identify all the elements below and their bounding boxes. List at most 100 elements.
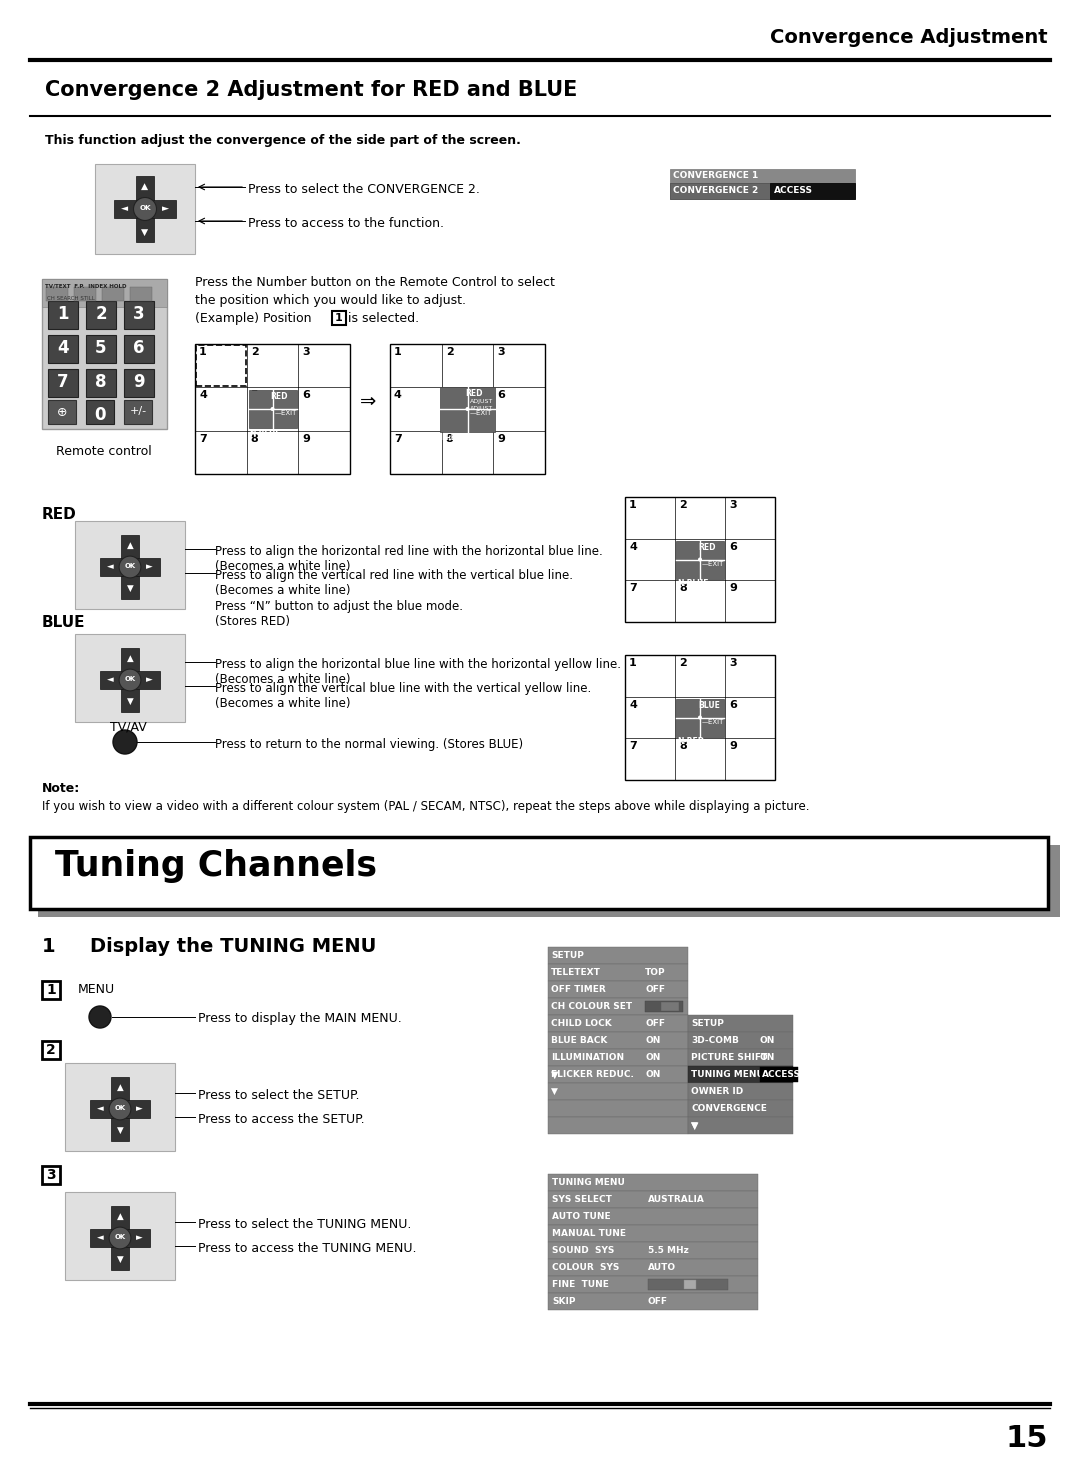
Text: 7: 7 bbox=[199, 434, 206, 444]
Text: —EXIT: —EXIT bbox=[702, 560, 725, 566]
Text: RED: RED bbox=[270, 391, 288, 402]
Text: N-BLUE: N-BLUE bbox=[677, 579, 708, 588]
Bar bbox=[42, 279, 167, 430]
Circle shape bbox=[109, 1227, 131, 1249]
Text: 4: 4 bbox=[629, 699, 637, 710]
Text: ⊕: ⊕ bbox=[57, 406, 67, 419]
Text: ON: ON bbox=[760, 1036, 775, 1045]
Bar bbox=[548, 1293, 758, 1311]
Text: OK: OK bbox=[124, 563, 136, 569]
Text: 5: 5 bbox=[95, 339, 107, 358]
Text: ►: ► bbox=[136, 1233, 144, 1243]
Bar bbox=[124, 301, 154, 328]
Text: Press to access the TUNING MENU.: Press to access the TUNING MENU. bbox=[198, 1242, 417, 1255]
Bar bbox=[688, 1050, 793, 1066]
Text: 1: 1 bbox=[42, 937, 56, 956]
Text: (Stores RED): (Stores RED) bbox=[215, 616, 291, 627]
Bar bbox=[548, 1117, 688, 1135]
Text: Press to align the horizontal blue line with the horizontal yellow line.: Press to align the horizontal blue line … bbox=[215, 658, 621, 671]
Text: If you wish to view a video with a different colour system (PAL / SECAM, NTSC), : If you wish to view a video with a diffe… bbox=[42, 800, 810, 814]
Bar bbox=[48, 369, 78, 397]
Text: 2: 2 bbox=[46, 1042, 56, 1057]
Bar bbox=[75, 287, 96, 301]
Text: 9: 9 bbox=[729, 742, 737, 752]
Text: CONVERGENCE 2: CONVERGENCE 2 bbox=[673, 186, 758, 195]
Bar bbox=[676, 541, 724, 579]
Text: Press to align the vertical red line with the vertical blue line.: Press to align the vertical red line wit… bbox=[215, 569, 573, 582]
Text: —EXIT: —EXIT bbox=[470, 410, 491, 416]
Text: 15: 15 bbox=[1005, 1423, 1048, 1453]
Text: (Becomes a white line): (Becomes a white line) bbox=[215, 583, 351, 597]
Bar bbox=[548, 947, 688, 965]
Bar bbox=[65, 1192, 175, 1280]
Bar bbox=[100, 559, 160, 576]
Bar bbox=[770, 183, 855, 199]
Text: Press to select the TUNING MENU.: Press to select the TUNING MENU. bbox=[198, 1218, 411, 1231]
Bar bbox=[48, 336, 78, 364]
Text: Note:: Note: bbox=[42, 781, 80, 795]
Text: 3: 3 bbox=[497, 347, 505, 358]
Bar bbox=[688, 1083, 793, 1100]
Bar bbox=[548, 1190, 758, 1208]
Bar bbox=[42, 1041, 60, 1058]
Text: 1: 1 bbox=[394, 347, 402, 358]
Text: PICTURE SHIFT: PICTURE SHIFT bbox=[691, 1053, 767, 1061]
Text: OK: OK bbox=[124, 676, 136, 682]
Text: ▲: ▲ bbox=[126, 654, 133, 663]
Bar bbox=[390, 345, 545, 474]
Bar bbox=[548, 1066, 688, 1083]
Text: AUSTRALIA: AUSTRALIA bbox=[648, 1195, 705, 1204]
Bar bbox=[86, 301, 116, 328]
Text: 2: 2 bbox=[446, 347, 454, 358]
Text: +/-: +/- bbox=[130, 406, 147, 416]
Bar bbox=[548, 1242, 758, 1259]
Text: 8: 8 bbox=[446, 434, 454, 444]
Text: RED: RED bbox=[698, 542, 715, 551]
Text: ADJUST: ADJUST bbox=[470, 406, 492, 410]
Bar bbox=[113, 199, 176, 218]
Bar bbox=[440, 387, 495, 431]
Text: (Example) Position: (Example) Position bbox=[195, 312, 315, 325]
Text: 5: 5 bbox=[679, 699, 687, 710]
Text: ▼: ▼ bbox=[141, 227, 149, 236]
Text: ▼: ▼ bbox=[551, 1086, 558, 1097]
Text: ▼: ▼ bbox=[691, 1121, 699, 1130]
Bar bbox=[124, 369, 154, 397]
Text: 8: 8 bbox=[251, 434, 258, 444]
Bar bbox=[548, 1226, 758, 1242]
Text: Convergence Adjustment: Convergence Adjustment bbox=[770, 28, 1048, 47]
Text: Remote control: Remote control bbox=[56, 446, 152, 457]
Text: ◄: ◄ bbox=[97, 1233, 104, 1243]
Text: 3: 3 bbox=[729, 658, 737, 668]
Text: 2: 2 bbox=[679, 500, 687, 510]
Text: ▼: ▼ bbox=[126, 585, 133, 594]
Text: CHILD LOCK: CHILD LOCK bbox=[551, 1019, 611, 1028]
Bar bbox=[548, 965, 688, 981]
Text: ⇒: ⇒ bbox=[360, 391, 376, 410]
Text: 8: 8 bbox=[95, 372, 107, 391]
Text: TELETEXT: TELETEXT bbox=[551, 968, 600, 976]
Bar bbox=[86, 369, 116, 397]
Bar bbox=[688, 1117, 793, 1135]
Text: 2: 2 bbox=[251, 347, 258, 358]
Text: 9: 9 bbox=[302, 434, 310, 444]
Bar bbox=[111, 1078, 129, 1141]
Bar bbox=[46, 287, 68, 301]
Text: ▼: ▼ bbox=[126, 698, 133, 707]
Text: TV/TEXT  F.P.  INDEX HOLD: TV/TEXT F.P. INDEX HOLD bbox=[45, 283, 126, 287]
Text: the position which you would like to adjust.: the position which you would like to adj… bbox=[195, 295, 465, 306]
Bar bbox=[30, 837, 1048, 909]
Text: 1: 1 bbox=[629, 500, 637, 510]
Bar bbox=[684, 1280, 696, 1289]
Bar bbox=[124, 336, 154, 364]
Text: ▲: ▲ bbox=[141, 182, 149, 191]
Bar bbox=[548, 1032, 688, 1050]
Text: ON: ON bbox=[645, 1070, 660, 1079]
Text: 1: 1 bbox=[199, 347, 206, 358]
Bar bbox=[548, 1100, 688, 1117]
Bar bbox=[121, 648, 139, 711]
Bar bbox=[548, 1174, 758, 1190]
Text: ◄: ◄ bbox=[97, 1104, 104, 1114]
Bar bbox=[100, 671, 160, 689]
Text: FLICKER REDUC.: FLICKER REDUC. bbox=[551, 1070, 634, 1079]
